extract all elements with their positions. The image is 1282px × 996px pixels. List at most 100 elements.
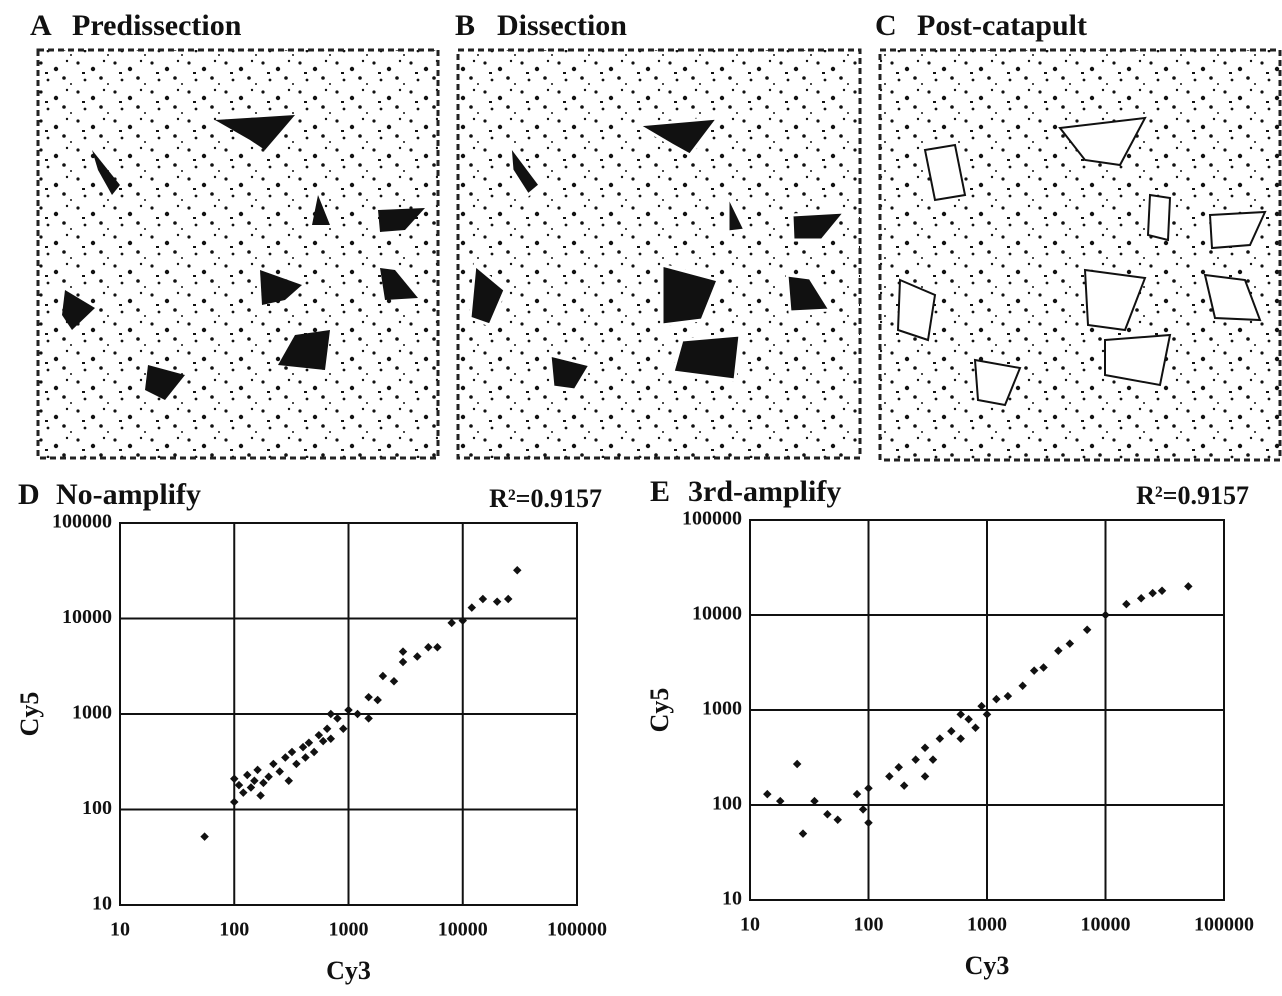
data-point (1082, 625, 1092, 634)
data-point (326, 709, 336, 719)
data-point (364, 714, 373, 723)
data-point (378, 671, 388, 681)
plot-frame (119, 522, 578, 906)
x-tick-label: 10000 (1081, 914, 1131, 936)
data-point (287, 747, 297, 757)
data-point (269, 759, 278, 769)
micrograph-a (36, 48, 440, 460)
y-axis-label: Cy5 (15, 692, 44, 737)
data-point (309, 747, 319, 757)
data-point (243, 770, 252, 780)
data-point (513, 566, 522, 575)
data-point (1136, 594, 1146, 603)
data-point (503, 594, 513, 604)
y-tick-label: 1000 (702, 698, 742, 720)
data-point (1184, 582, 1193, 591)
chart-title: 3rd-amplify (688, 475, 841, 508)
data-point (1054, 646, 1063, 656)
data-point (433, 643, 442, 652)
data-point (1039, 663, 1048, 672)
panel-title: Dissection (497, 9, 627, 42)
data-point (281, 753, 290, 762)
x-tick-label: 1000 (967, 914, 1007, 936)
data-point (1122, 599, 1131, 609)
data-point (964, 714, 973, 724)
data-point (947, 726, 956, 736)
data-point (413, 652, 422, 661)
data-point (920, 772, 930, 781)
y-tick-label: 10 (722, 888, 742, 910)
data-point (344, 705, 353, 715)
data-point (275, 767, 284, 776)
micrograph-b (456, 48, 862, 460)
y-tick-label: 100000 (682, 508, 742, 530)
data-point (389, 677, 399, 686)
data-point (200, 832, 209, 841)
data-point (458, 616, 467, 625)
data-point (982, 710, 992, 719)
panel-label: C (875, 9, 897, 42)
x-tick-label: 1000 (329, 919, 369, 941)
y-tick-label: 10 (92, 893, 112, 915)
data-point (333, 714, 342, 723)
panel-title: Post-catapult (917, 9, 1087, 42)
data-point (326, 734, 336, 744)
data-point (301, 753, 310, 762)
data-point (792, 759, 802, 769)
data-point (992, 694, 1001, 704)
x-tick-label: 100000 (547, 919, 607, 941)
data-point (1018, 681, 1027, 690)
data-point (1029, 666, 1039, 675)
data-point (467, 603, 477, 612)
data-point (1148, 588, 1157, 598)
data-point (858, 805, 868, 814)
x-axis-label: Cy3 (965, 951, 1010, 980)
data-point (864, 784, 873, 793)
annotation: R²=0.9157 (1136, 481, 1249, 510)
x-tick-label: 100000 (1194, 914, 1254, 936)
data-point (776, 796, 785, 806)
data-point (763, 789, 772, 799)
x-tick-label: 100 (854, 914, 884, 936)
data-point (364, 692, 373, 702)
data-point (292, 759, 301, 769)
x-tick-label: 10000 (438, 919, 488, 941)
data-point (318, 736, 328, 746)
data-point (956, 710, 965, 719)
data-point (823, 809, 832, 819)
panel-label: E (650, 475, 670, 508)
data-point (447, 618, 456, 628)
data-point (478, 594, 488, 604)
data-point (885, 772, 894, 781)
panel-label: A (30, 9, 52, 42)
data-point (424, 643, 433, 652)
panel-title: Predissection (72, 9, 242, 42)
data-point (956, 734, 965, 743)
data-point (1003, 691, 1013, 701)
y-tick-label: 100 (712, 793, 742, 815)
data-point (852, 789, 862, 799)
y-tick-label: 100 (82, 797, 112, 819)
x-tick-label: 100 (219, 919, 249, 941)
y-tick-label: 10000 (692, 603, 742, 625)
data-point (1101, 610, 1110, 620)
data-point (833, 815, 842, 824)
data-point (899, 781, 909, 790)
panel-label: B (455, 9, 475, 42)
data-point (298, 742, 308, 752)
data-point (1157, 586, 1167, 595)
data-point (234, 780, 244, 790)
data-point (977, 701, 986, 711)
x-axis-label: Cy3 (326, 956, 371, 985)
data-point (928, 755, 938, 764)
data-point (864, 818, 873, 828)
data-point (492, 597, 502, 606)
panel-label: D (18, 478, 40, 511)
data-point (264, 772, 273, 782)
data-point (256, 791, 265, 800)
y-tick-label: 100000 (52, 511, 112, 533)
data-point (373, 695, 382, 705)
data-point (284, 776, 294, 785)
y-tick-label: 1000 (72, 702, 112, 724)
data-point (810, 796, 819, 806)
